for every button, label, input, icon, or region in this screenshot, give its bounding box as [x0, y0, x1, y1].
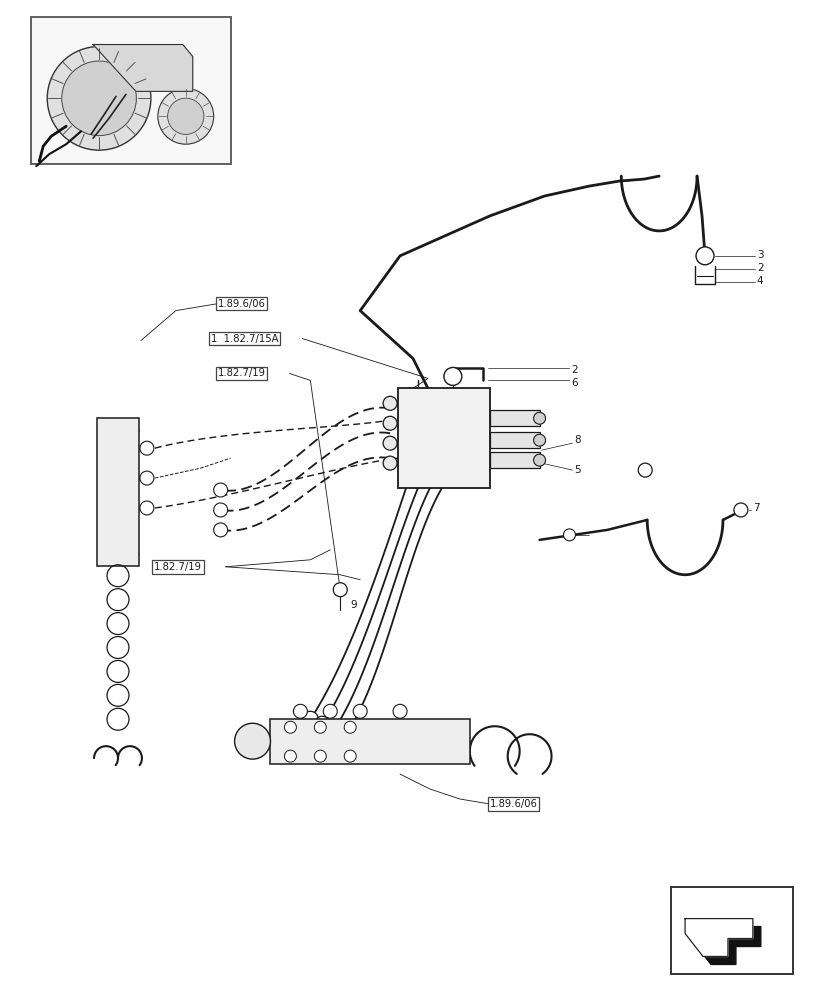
Circle shape — [393, 704, 407, 718]
Circle shape — [333, 583, 347, 597]
Circle shape — [338, 726, 354, 742]
Text: 1.82.7/19: 1.82.7/19 — [154, 562, 202, 572]
Polygon shape — [93, 45, 193, 91]
Text: 3: 3 — [756, 250, 762, 260]
Circle shape — [696, 247, 713, 265]
Bar — [671, 887, 791, 974]
Bar — [31, 17, 231, 164]
Circle shape — [314, 716, 330, 732]
Polygon shape — [684, 919, 752, 956]
Text: 9: 9 — [350, 600, 356, 610]
Text: 5: 5 — [574, 465, 581, 475]
Text: 1.89.6/06: 1.89.6/06 — [218, 299, 265, 309]
Circle shape — [383, 416, 397, 430]
Polygon shape — [692, 927, 760, 964]
Circle shape — [158, 88, 213, 144]
Text: 7: 7 — [752, 503, 758, 513]
Bar — [489, 410, 539, 426]
Text: 6: 6 — [571, 378, 577, 388]
Circle shape — [314, 750, 326, 762]
Circle shape — [353, 704, 366, 718]
Bar — [270, 719, 469, 764]
Circle shape — [563, 529, 575, 541]
Text: 1  1.82.7/15A: 1 1.82.7/15A — [210, 334, 278, 344]
Bar — [97, 418, 139, 566]
Text: 2: 2 — [571, 365, 577, 375]
Circle shape — [314, 721, 326, 733]
Circle shape — [533, 454, 545, 466]
Circle shape — [383, 436, 397, 450]
Text: 4: 4 — [756, 276, 762, 286]
Circle shape — [533, 412, 545, 424]
Circle shape — [284, 750, 296, 762]
Bar — [398, 388, 489, 488]
Circle shape — [638, 463, 652, 477]
Text: 1.89.6/06: 1.89.6/06 — [489, 799, 537, 809]
Circle shape — [733, 503, 747, 517]
Circle shape — [140, 471, 154, 485]
Circle shape — [323, 704, 337, 718]
Circle shape — [213, 483, 227, 497]
Circle shape — [47, 47, 151, 150]
Circle shape — [344, 721, 356, 733]
Circle shape — [443, 367, 461, 385]
Text: 8: 8 — [574, 435, 581, 445]
Circle shape — [140, 501, 154, 515]
Circle shape — [302, 711, 318, 727]
Circle shape — [140, 441, 154, 455]
Circle shape — [284, 721, 296, 733]
Circle shape — [344, 750, 356, 762]
Circle shape — [293, 704, 307, 718]
Circle shape — [62, 61, 136, 136]
Bar — [489, 432, 539, 448]
Text: 1.82.7/19: 1.82.7/19 — [218, 368, 265, 378]
Text: 2: 2 — [756, 263, 762, 273]
Circle shape — [213, 503, 227, 517]
Circle shape — [234, 723, 270, 759]
Circle shape — [383, 456, 397, 470]
Bar — [489, 452, 539, 468]
Circle shape — [167, 98, 203, 134]
Circle shape — [326, 721, 342, 737]
Circle shape — [383, 396, 397, 410]
Circle shape — [213, 523, 227, 537]
Circle shape — [533, 434, 545, 446]
